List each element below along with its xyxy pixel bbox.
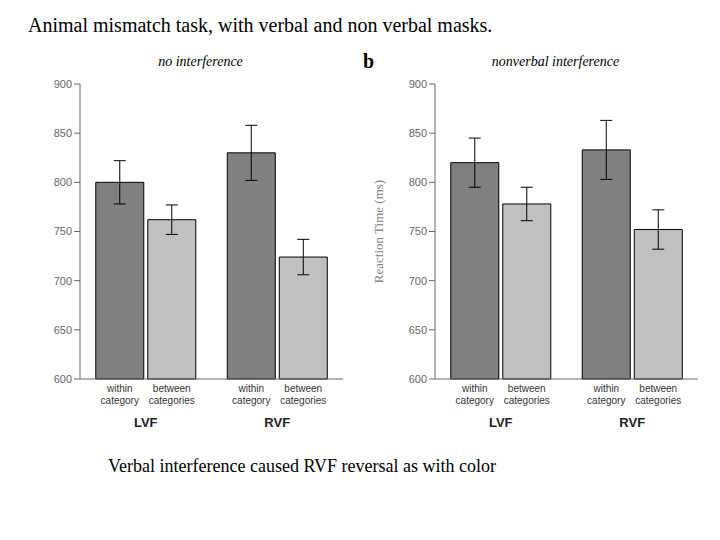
svg-text:600: 600 [409, 373, 427, 385]
svg-text:RVF: RVF [619, 415, 645, 430]
svg-text:withincategory: withincategory [101, 383, 139, 406]
svg-text:850: 850 [409, 127, 427, 139]
svg-text:800: 800 [54, 176, 72, 188]
svg-text:LVF: LVF [489, 415, 513, 430]
svg-text:600: 600 [54, 373, 72, 385]
svg-text:900: 900 [409, 78, 427, 90]
svg-text:betweencategories: betweencategories [149, 383, 195, 406]
html-text:no interference: no interference [158, 54, 243, 69]
svg-text:700: 700 [54, 275, 72, 287]
svg-text:850: 850 [54, 127, 72, 139]
svg-text:900: 900 [54, 78, 72, 90]
svg-text:withincategory: withincategory [232, 383, 270, 406]
html-text:Animal mismatch task, with ver: Animal mismatch task, with verbal and no… [28, 14, 493, 36]
svg-text:betweencategories: betweencategories [280, 383, 326, 406]
svg-text:RVF: RVF [264, 415, 290, 430]
html-text:Verbal interference caused RVF: Verbal interference caused RVF reversal … [108, 456, 496, 476]
svg-text:750: 750 [409, 225, 427, 237]
svg-text:Reaction Time (ms): Reaction Time (ms) [371, 180, 386, 283]
svg-text:betweencategories: betweencategories [635, 383, 681, 406]
svg-text:800: 800 [409, 176, 427, 188]
svg-text:700: 700 [409, 275, 427, 287]
svg-text:withincategory: withincategory [587, 383, 625, 406]
svg-text:650: 650 [54, 324, 72, 336]
html-text:b: b [363, 50, 375, 72]
svg-text:650: 650 [409, 324, 427, 336]
svg-text:750: 750 [54, 225, 72, 237]
svg-text:withincategory: withincategory [456, 383, 494, 406]
html-text:nonverbal interference: nonverbal interference [491, 54, 620, 69]
svg-text:betweencategories: betweencategories [504, 383, 550, 406]
svg-text:LVF: LVF [134, 415, 158, 430]
